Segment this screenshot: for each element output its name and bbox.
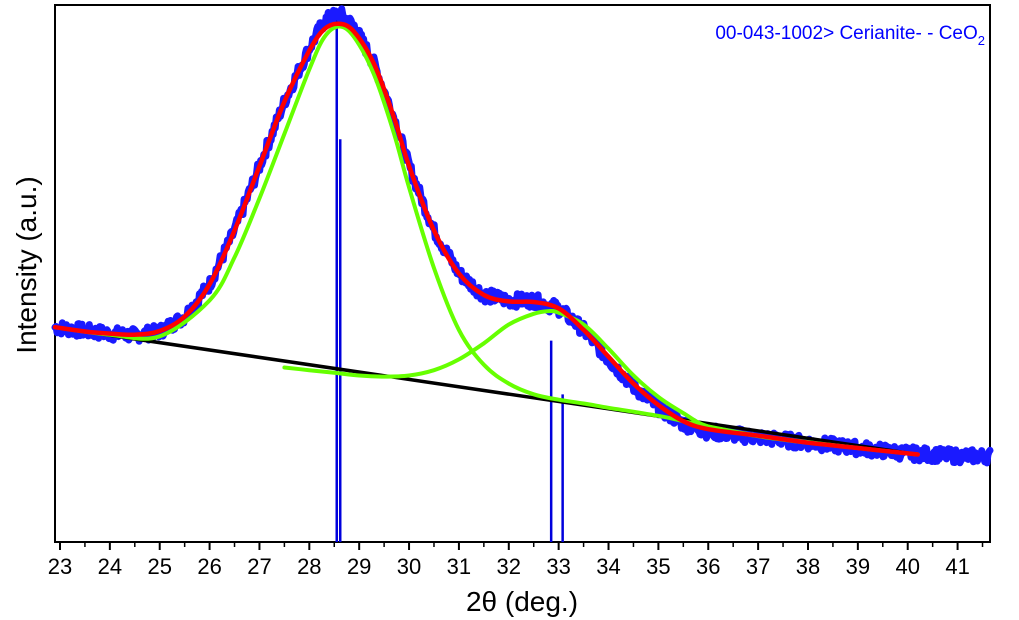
x-axis-label: 2θ (deg.) bbox=[466, 586, 578, 617]
observed-series-line bbox=[51, 5, 994, 467]
fit-series-line bbox=[52, 21, 920, 457]
x-tick-label: 28 bbox=[297, 554, 321, 579]
series-layer bbox=[51, 5, 994, 467]
x-tick-label: 29 bbox=[347, 554, 371, 579]
x-tick-label: 32 bbox=[497, 554, 521, 579]
x-tick-label: 25 bbox=[147, 554, 171, 579]
x-tick-label: 38 bbox=[796, 554, 820, 579]
y-axis-label: Intensity (a.u.) bbox=[11, 176, 42, 353]
baseline-line bbox=[53, 325, 920, 457]
x-axis: 23 24 25 26 27 28 29 30 31 32 33 34 35 36 37 38 39 40 41 bbox=[48, 542, 984, 579]
x-tick-label: 26 bbox=[197, 554, 221, 579]
x-tick-label: 40 bbox=[895, 554, 919, 579]
x-tick-label: 23 bbox=[48, 554, 72, 579]
x-tick-label: 34 bbox=[596, 554, 620, 579]
component-peak-line-2 bbox=[53, 24, 920, 457]
x-tick-label: 31 bbox=[447, 554, 471, 579]
phase-annotation: 00-043-1002> Cerianite- - CeO2 bbox=[715, 23, 985, 48]
x-tick-label: 27 bbox=[247, 554, 271, 579]
plot-area-frame bbox=[54, 4, 991, 543]
x-tick-label: 35 bbox=[646, 554, 670, 579]
x-tick-label: 41 bbox=[945, 554, 969, 579]
phase-annotation-subscript: 2 bbox=[978, 33, 985, 48]
x-tick-label: 39 bbox=[846, 554, 870, 579]
x-tick-label: 36 bbox=[696, 554, 720, 579]
phase-annotation-text: 00-043-1002> Cerianite- - CeO bbox=[715, 23, 977, 44]
x-tick-label: 33 bbox=[546, 554, 570, 579]
x-tick-label: 37 bbox=[746, 554, 770, 579]
x-tick-label: 24 bbox=[98, 554, 122, 579]
reference-lines bbox=[335, 10, 564, 542]
x-tick-label: 30 bbox=[397, 554, 421, 579]
